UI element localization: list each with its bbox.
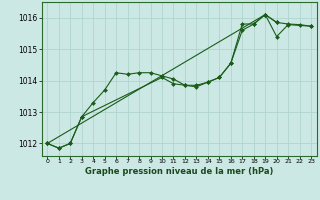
X-axis label: Graphe pression niveau de la mer (hPa): Graphe pression niveau de la mer (hPa)	[85, 167, 273, 176]
